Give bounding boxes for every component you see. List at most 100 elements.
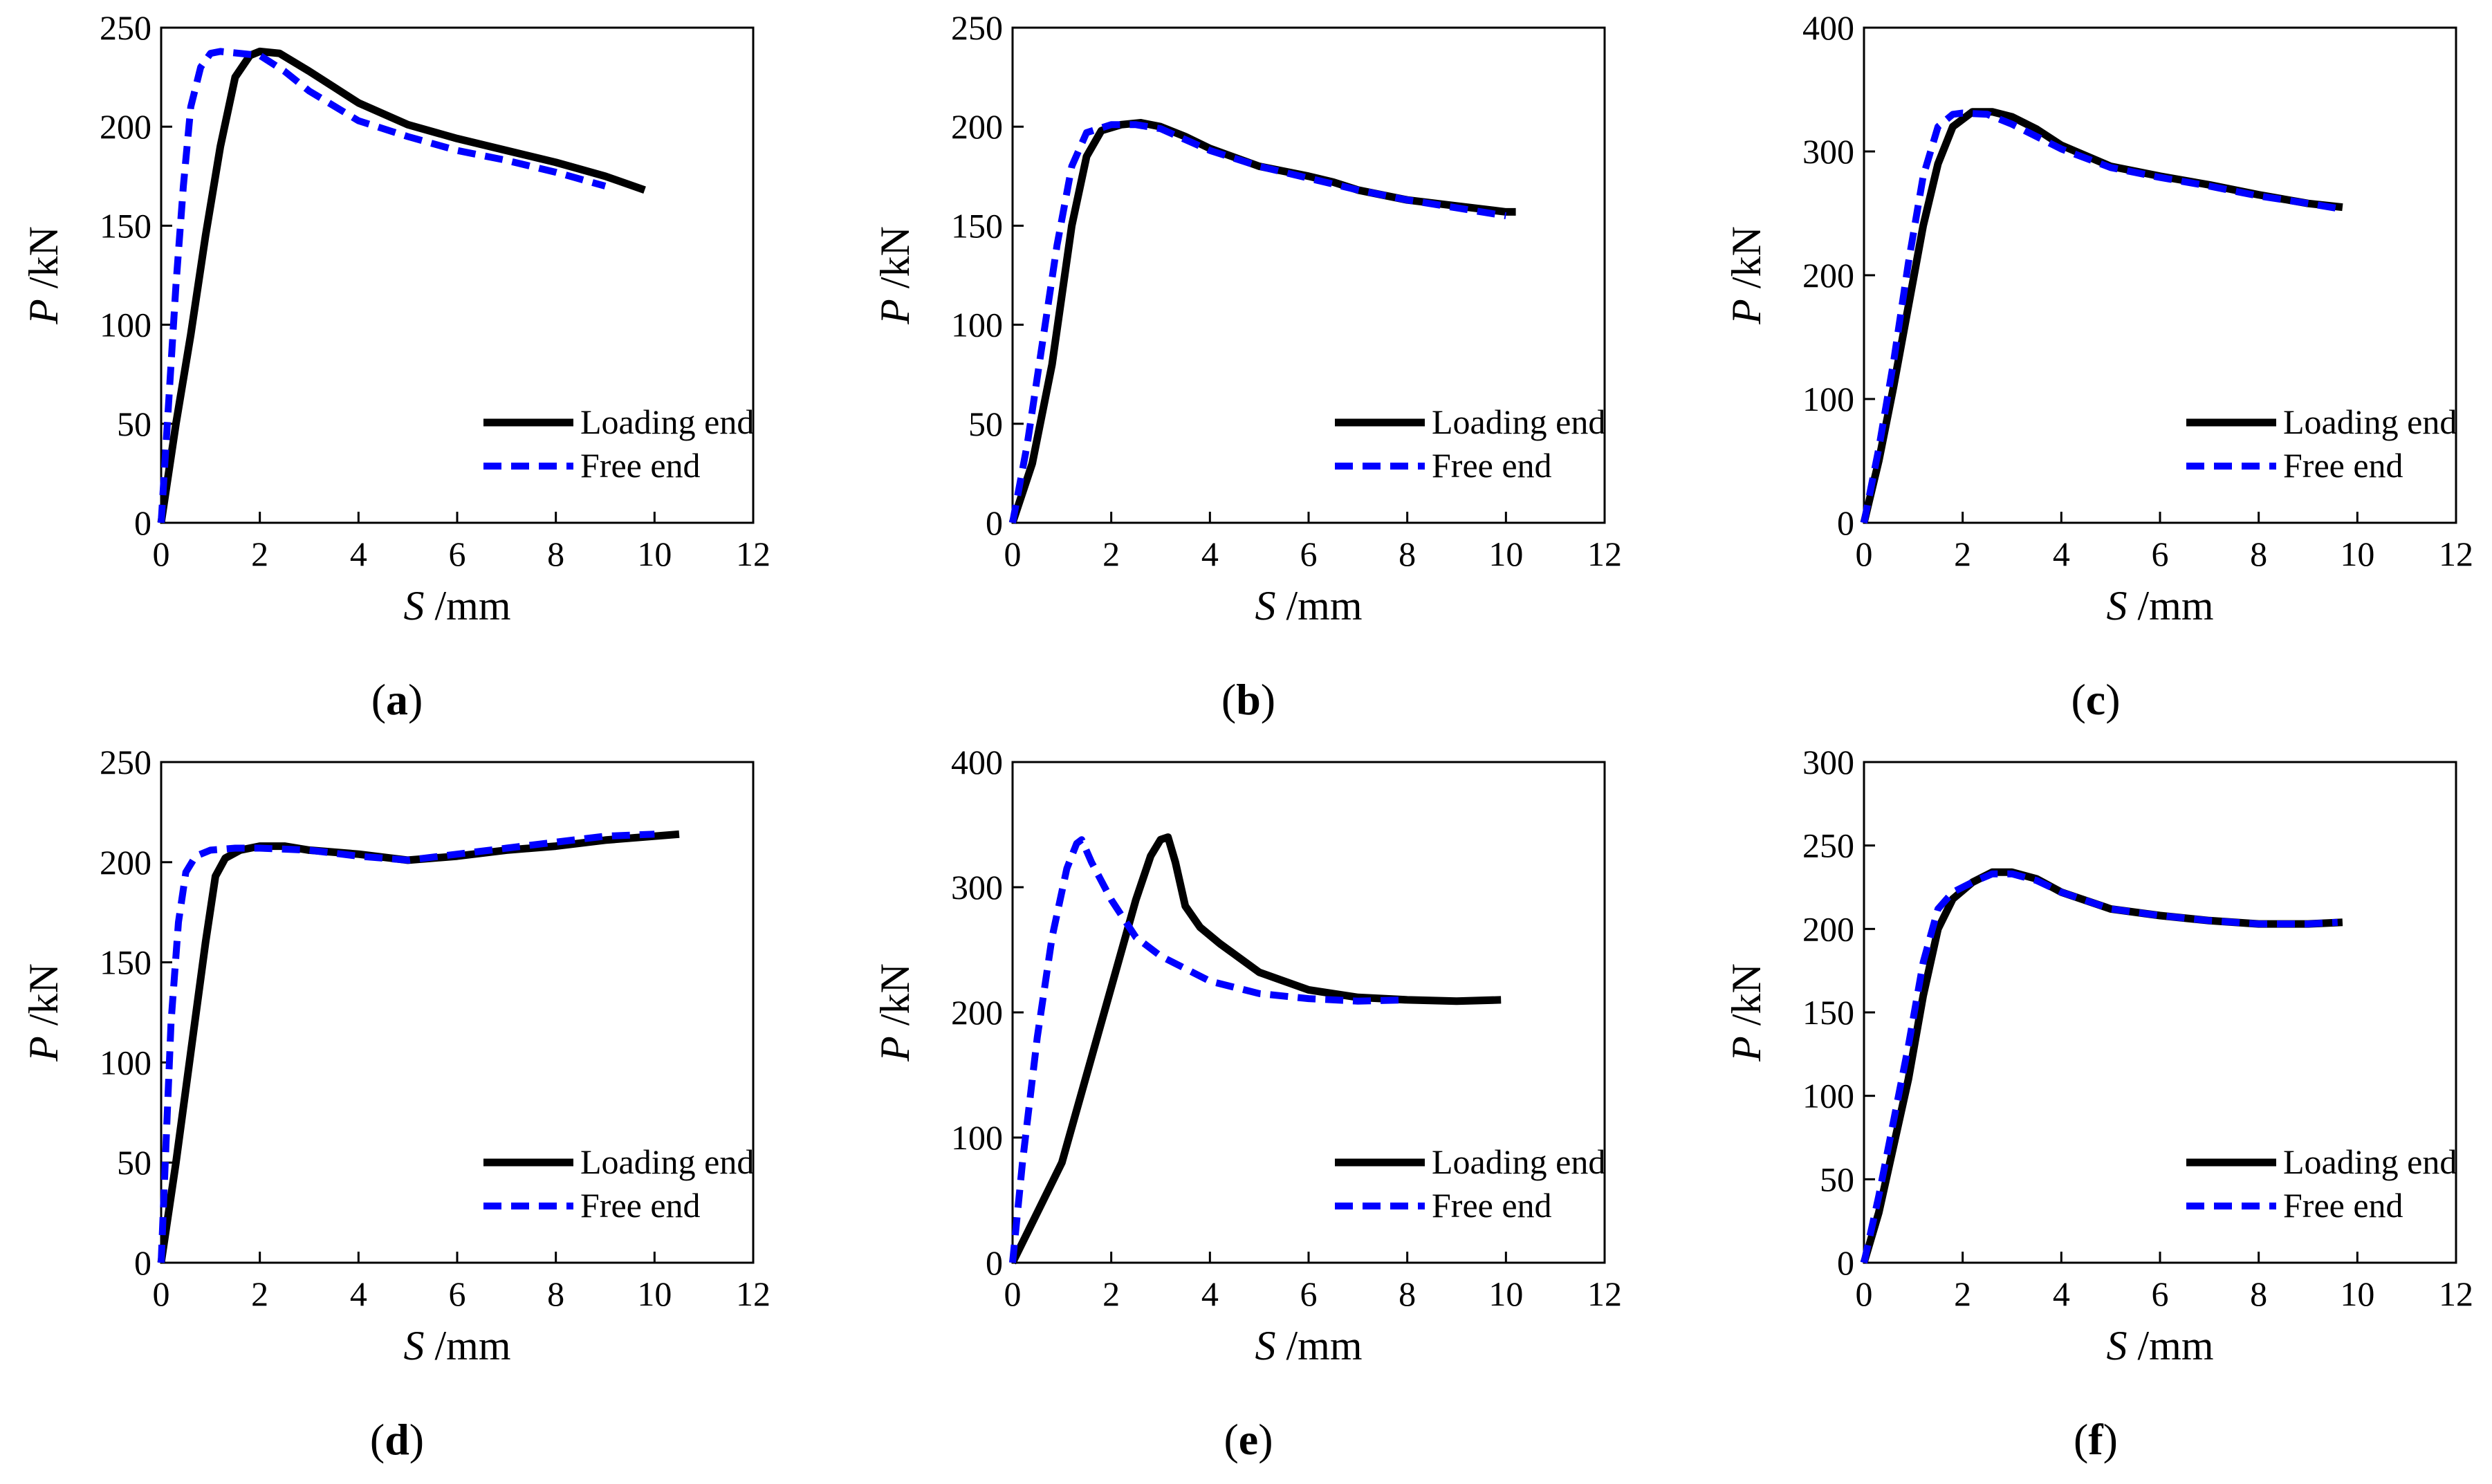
x-tick-label: 6	[2152, 1274, 2169, 1313]
y-tick-label: 200	[1802, 909, 1854, 948]
chart-panel-f: 0 2 4 6 8 10 12 0 50 100 150 200 250 300 S /mm P /kN Loa…	[1724, 743, 2473, 1369]
chart-panel-a: 0 2 4 6 8 10 12 0 50 100 150 200 250 S /mm P /kN Loadin…	[21, 8, 770, 629]
x-axis-label: S /mm	[403, 1323, 510, 1369]
legend: Loading end Free end	[483, 402, 754, 485]
y-tick-label: 300	[1802, 132, 1854, 171]
series-line-free-end	[1009, 121, 1507, 523]
y-tick-label: 100	[100, 1043, 151, 1082]
legend-label: Free end	[2283, 1186, 2403, 1225]
y-tick-label: 50	[117, 405, 151, 443]
legend-label: Free end	[580, 446, 701, 485]
x-tick-label: 2	[1102, 535, 1120, 573]
x-tick-label: 12	[736, 535, 770, 573]
y-tick-label: 250	[100, 8, 151, 47]
panel-caption-e: (e)	[1224, 1415, 1273, 1464]
x-tick-label: 8	[2250, 535, 2267, 573]
x-tick-label: 0	[1004, 535, 1022, 573]
x-tick-label: 10	[2340, 1274, 2374, 1313]
x-tick-label: 2	[1102, 1274, 1120, 1313]
legend-label: Loading end	[580, 1142, 754, 1181]
legend-label: Loading end	[2283, 1142, 2457, 1181]
chart-panel-c: 0 2 4 6 8 10 12 0 100 200 300 400 S /mm P /kN Loading …	[1724, 8, 2473, 629]
x-tick-label: 10	[1488, 535, 1523, 573]
x-tick-label: 4	[350, 535, 367, 573]
y-tick-label: 0	[1837, 503, 1854, 542]
chart-panel-d: 0 2 4 6 8 10 12 0 50 100 150 200 250 S /mm P /kN Loadin…	[21, 743, 770, 1369]
x-tick-label: 12	[736, 1274, 770, 1313]
y-tick-label: 200	[1802, 256, 1854, 295]
y-tick-label: 100	[1802, 1077, 1854, 1115]
x-tick-label: 8	[1399, 1274, 1416, 1313]
y-tick-label: 100	[951, 1118, 1003, 1157]
legend-label: Free end	[1432, 446, 1552, 485]
y-tick-label: 150	[1802, 993, 1854, 1032]
x-tick-label: 0	[153, 1274, 170, 1313]
x-tick-label: 8	[1399, 535, 1416, 573]
x-axis-label: S /mm	[2106, 1323, 2213, 1369]
x-tick-label: 10	[637, 1274, 672, 1313]
y-tick-label: 200	[100, 107, 151, 146]
x-tick-label: 4	[1201, 535, 1219, 573]
y-tick-label: 250	[100, 743, 151, 781]
y-tick-label: 50	[117, 1143, 151, 1182]
legend-label: Loading end	[1432, 402, 1605, 441]
y-tick-label: 0	[986, 1243, 1003, 1282]
x-tick-label: 0	[1856, 535, 1873, 573]
x-tick-label: 2	[251, 535, 268, 573]
x-axis-label: S /mm	[1255, 583, 1362, 629]
legend: Loading end Free end	[1335, 402, 1605, 485]
x-axis-label: S /mm	[403, 583, 510, 629]
x-axis-label: S /mm	[2106, 583, 2213, 629]
x-tick-label: 4	[1201, 1274, 1219, 1313]
x-tick-label: 0	[153, 535, 170, 573]
x-tick-label: 2	[1954, 535, 1971, 573]
y-tick-label: 300	[951, 868, 1003, 907]
panel-caption-b: (b)	[1221, 675, 1276, 724]
x-tick-label: 10	[637, 535, 672, 573]
y-tick-label: 0	[986, 503, 1003, 542]
x-tick-label: 4	[2053, 1274, 2070, 1313]
y-tick-label: 0	[1837, 1243, 1854, 1282]
x-tick-label: 6	[1300, 535, 1318, 573]
series-line-free-end	[158, 48, 607, 523]
y-tick-label: 100	[100, 306, 151, 344]
series-line-free-end	[1861, 109, 2338, 523]
y-axis-label: P /kN	[872, 963, 918, 1062]
x-tick-label: 12	[1587, 535, 1622, 573]
y-tick-label: 200	[951, 993, 1003, 1032]
legend-label: Free end	[2283, 446, 2403, 485]
series-line-free-end	[1861, 870, 2338, 1264]
x-tick-label: 12	[2439, 1274, 2473, 1313]
x-tick-label: 10	[2340, 535, 2374, 573]
x-tick-label: 8	[547, 1274, 564, 1313]
y-tick-label: 0	[134, 1243, 151, 1282]
legend: Loading end Free end	[1335, 1142, 1605, 1225]
chart-panel-b: 0 2 4 6 8 10 12 0 50 100 150 200 250 S /mm P /kN Loadin…	[872, 8, 1622, 629]
y-tick-label: 50	[968, 405, 1003, 443]
x-tick-label: 2	[251, 1274, 268, 1313]
y-axis-label: P /kN	[1724, 963, 1769, 1062]
x-axis-label: S /mm	[1255, 1323, 1362, 1369]
y-tick-label: 400	[951, 743, 1003, 781]
x-tick-label: 8	[547, 535, 564, 573]
panel-caption-d: (d)	[369, 1415, 425, 1464]
x-tick-label: 12	[2439, 535, 2473, 573]
y-axis-label: P /kN	[21, 963, 66, 1062]
panel-caption-c: (c)	[2071, 675, 2121, 724]
y-tick-label: 150	[100, 943, 151, 982]
series-line-loading-end	[1860, 108, 2343, 524]
y-tick-label: 150	[951, 206, 1003, 245]
panel-caption-f: (f)	[2074, 1415, 2118, 1464]
legend-label: Free end	[1432, 1186, 1552, 1225]
legend-label: Loading end	[580, 402, 754, 441]
x-tick-label: 2	[1954, 1274, 1971, 1313]
x-tick-label: 12	[1587, 1274, 1622, 1313]
legend-label: Loading end	[2283, 402, 2457, 441]
y-tick-label: 50	[1820, 1160, 1854, 1198]
y-tick-label: 100	[1802, 380, 1854, 418]
x-tick-label: 6	[449, 1274, 466, 1313]
y-axis-label: P /kN	[1724, 226, 1769, 325]
x-tick-label: 4	[350, 1274, 367, 1313]
x-tick-label: 0	[1004, 1274, 1022, 1313]
